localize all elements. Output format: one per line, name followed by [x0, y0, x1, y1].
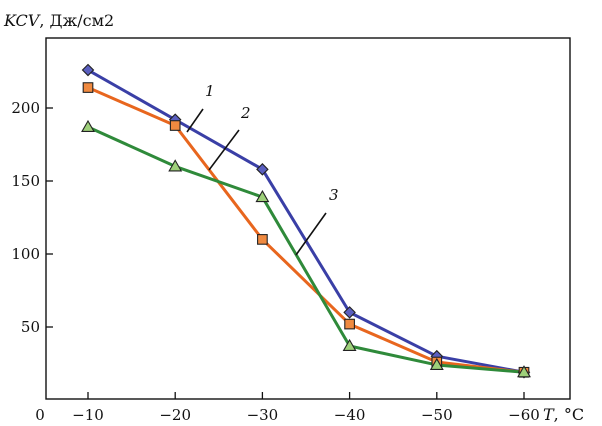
y-tick-label-200: 200 [11, 99, 40, 117]
callout-line-3 [295, 212, 327, 256]
series-lines [86, 68, 526, 374]
series-2-point-1 [169, 120, 181, 131]
callout-label-3: 3 [329, 186, 339, 204]
plot-frame [45, 37, 571, 400]
series-1-point-3 [343, 306, 356, 319]
series-2-point-0 [82, 82, 94, 93]
series-2-point-3 [344, 318, 355, 330]
callout-label-1: 1 [205, 82, 215, 100]
series-1-point-2 [256, 163, 269, 176]
series-3-point-1 [168, 159, 183, 172]
series-1-point-0 [81, 63, 95, 77]
x-tick-label-3: −40 [334, 406, 366, 424]
x-tick-label-5: −60 [508, 406, 540, 424]
series-line-3 [86, 125, 526, 374]
series-3-point-5 [517, 365, 531, 378]
x-axis-title: T, °C [543, 405, 584, 424]
series-3-point-3 [342, 338, 357, 352]
callout-label-2: 2 [240, 104, 251, 122]
series-markers [81, 63, 531, 379]
series-line-2 [86, 86, 526, 374]
callout-line-1 [186, 108, 204, 133]
series-3-point-2 [255, 189, 270, 203]
x-axis-ticks: −10 −20 −30 −40 −50 −60 [72, 392, 540, 424]
x-tick-label-0: −10 [72, 406, 104, 424]
x-tick-label-2: −30 [247, 406, 279, 424]
y-tick-label-100: 100 [11, 245, 40, 263]
x-tick-label-4: −50 [421, 406, 453, 424]
origin-label: 0 [35, 406, 45, 424]
y-axis-title: KCV, Дж/см2 [3, 11, 114, 30]
series-callouts: 1 2 3 [186, 82, 339, 256]
series-3-point-4 [429, 357, 444, 371]
x-tick-label-1: −20 [159, 406, 191, 424]
y-axis-ticks: 50 100 150 200 [11, 99, 53, 336]
series-3-point-0 [81, 119, 95, 133]
callout-line-2 [208, 129, 240, 171]
y-tick-label-50: 50 [21, 318, 40, 336]
series-2-point-2 [257, 234, 268, 245]
y-tick-label-150: 150 [11, 172, 40, 190]
